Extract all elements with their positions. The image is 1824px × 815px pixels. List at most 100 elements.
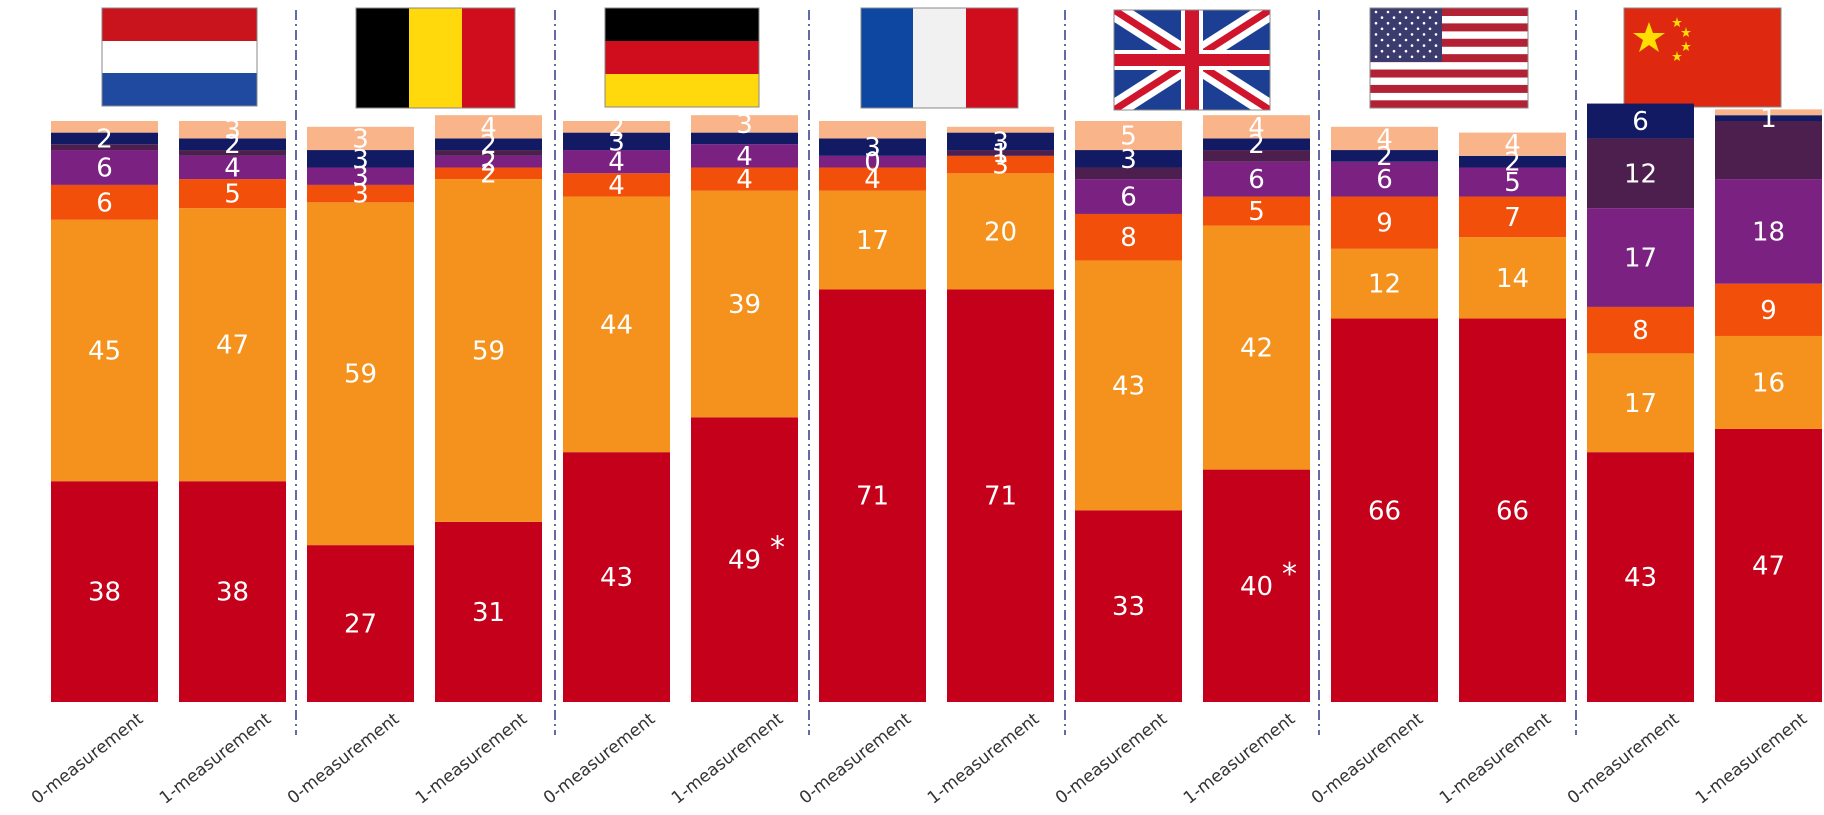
data-label: 4: [864, 165, 881, 195]
bar-segment: [179, 179, 286, 209]
bar-segment: [947, 155, 1054, 174]
data-label: 3: [992, 151, 1009, 181]
bar-segment: [435, 521, 542, 702]
belgium-flag-icon: [355, 7, 516, 109]
bar-segment: [1715, 109, 1822, 116]
bar-segment: [1331, 318, 1438, 702]
bar-segment: [1331, 150, 1438, 162]
bar-segment: [51, 121, 158, 133]
x-tick-label: 0-measurement: [1564, 709, 1683, 808]
bar-segment: [819, 167, 926, 191]
china-flag-icon: [1623, 7, 1782, 108]
bar-segment: [435, 155, 542, 168]
data-label: 5: [224, 180, 241, 210]
bar-segment: [819, 190, 926, 290]
bar-segment: [1075, 121, 1182, 151]
bar-segment: [307, 202, 414, 546]
bar-segment: [435, 150, 542, 156]
x-tick-label: 1-measurement: [412, 709, 531, 808]
data-label: 20: [984, 217, 1017, 247]
bar-segment: [51, 481, 158, 702]
data-label: 49: [728, 546, 761, 576]
group-dividers: [295, 10, 1577, 735]
bar-segment: [563, 132, 670, 151]
data-label: 44: [600, 310, 633, 340]
data-label: 43: [1112, 371, 1145, 401]
data-label: 66: [1368, 496, 1401, 526]
x-tick-label: 1-measurement: [1436, 709, 1555, 808]
bar-segment: [1587, 138, 1694, 209]
bar-segment: [819, 121, 926, 139]
data-label: 12: [1624, 159, 1657, 189]
bar-segment: [1459, 196, 1566, 238]
bar-segment: [1587, 306, 1694, 354]
bar-segment: [435, 138, 542, 151]
x-tick-label: 1-measurement: [1692, 709, 1811, 808]
bar-segment: [691, 144, 798, 168]
bar-segment: [1715, 283, 1822, 336]
bar-segment: [1459, 132, 1566, 156]
bar-segment: [307, 184, 414, 203]
x-axis-labels: 0-measurement 1-measurement 0-measurement 1…: [28, 709, 1811, 808]
data-label: 14: [1496, 264, 1529, 294]
bar-segment: [51, 132, 158, 145]
bar-segment: [435, 167, 542, 180]
netherlands-flag-icon: [101, 7, 258, 107]
bar-segment: [1331, 248, 1438, 319]
data-label: 2: [224, 130, 241, 160]
bar-segment: [563, 150, 670, 174]
bar-segment: [1459, 155, 1566, 168]
bar-segment: [1075, 260, 1182, 511]
data-label: 4: [1248, 113, 1265, 143]
data-label: 2: [480, 159, 497, 189]
data-label: 3: [608, 127, 625, 157]
x-tick-label: 0-measurement: [28, 709, 147, 808]
bar-segment: [947, 150, 1054, 156]
data-label: 59: [472, 336, 505, 366]
bar-segment: [1203, 138, 1310, 151]
data-label: 43: [1624, 563, 1657, 593]
data-label: 8: [1632, 316, 1649, 346]
bar-segment: [1203, 225, 1310, 470]
data-label: 1: [992, 139, 1009, 169]
data-label: 5: [1504, 168, 1521, 198]
bar-segment: [1715, 121, 1822, 180]
data-label: 8: [1120, 223, 1137, 253]
bar-segment: [563, 452, 670, 702]
data-label: 47: [1752, 551, 1785, 581]
bar-segment: [691, 167, 798, 191]
data-label: 3: [352, 180, 369, 210]
data-label: 3: [736, 110, 753, 140]
data-label: 4: [1504, 130, 1521, 160]
x-tick-label: 0-measurement: [1308, 709, 1427, 808]
bar-segment: [1587, 452, 1694, 702]
data-label: 4: [608, 148, 625, 178]
x-tick-label: 0-measurement: [540, 709, 659, 808]
bar-segment: [1331, 196, 1438, 249]
bar-segment: [1331, 161, 1438, 197]
data-label: 59: [344, 360, 377, 390]
data-label: 40: [1240, 572, 1273, 602]
data-label: 3: [352, 124, 369, 154]
bar-segment: [1203, 161, 1310, 197]
bar-segment: [563, 196, 670, 453]
data-label: 38: [88, 578, 121, 608]
data-label: 47: [216, 331, 249, 361]
data-label: 39: [728, 290, 761, 320]
data-label: 6: [96, 188, 113, 218]
bar-segment: [1587, 353, 1694, 453]
bar-segment: [307, 150, 414, 168]
bar-segment: [1715, 179, 1822, 284]
bar-segment: [563, 173, 670, 197]
data-label: 7: [1504, 203, 1521, 233]
data-label: 71: [984, 482, 1017, 512]
significance-marker: *: [1282, 557, 1297, 592]
labels-layer: 3845662384754232759333331592224434444324…: [88, 104, 1785, 639]
x-tick-label: 0-measurement: [1052, 709, 1171, 808]
x-tick-label: 1-measurement: [668, 709, 787, 808]
data-label: 27: [344, 610, 377, 640]
bar-segment: [307, 126, 414, 151]
bar-segment: [51, 144, 158, 151]
data-label: 2: [608, 113, 625, 143]
